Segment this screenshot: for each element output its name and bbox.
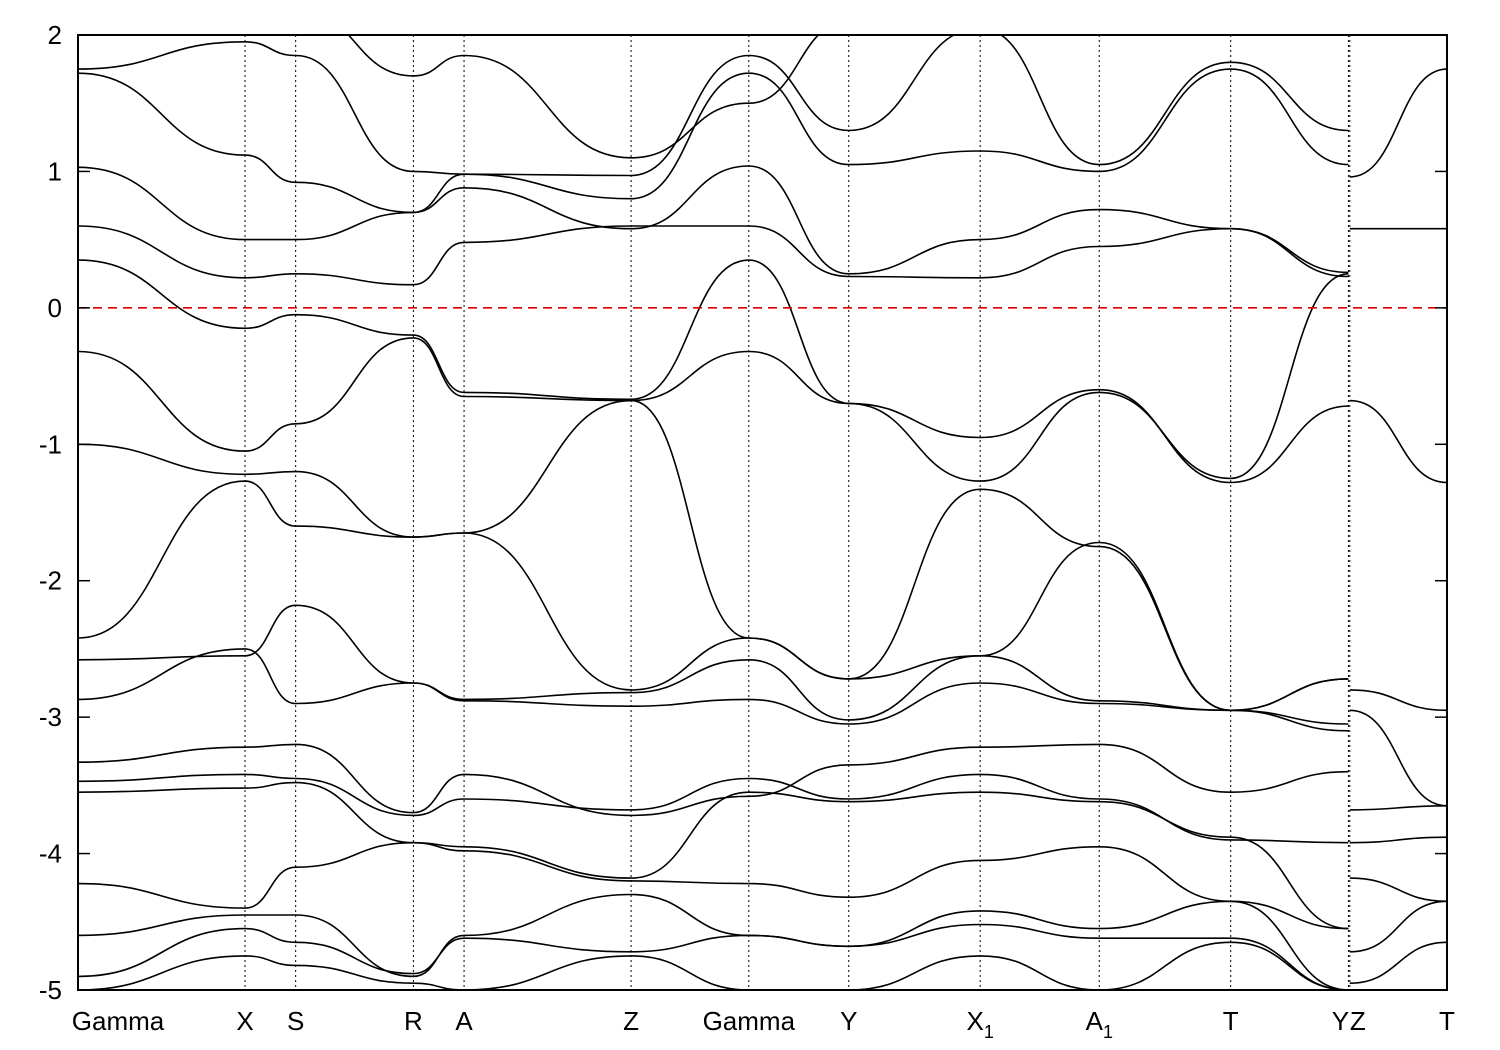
band-1-4: [1349, 709, 1447, 807]
band-1-6: [1349, 836, 1447, 844]
x-tick-label: Y: [1332, 1006, 1349, 1036]
high-symmetry-lines: [244, 35, 1351, 990]
x-axis: Gamma X S R A Z Gamma Y X1 A1 T Y Z T: [72, 1006, 1455, 1042]
band-0-7: [78, 399, 1349, 712]
band-0-10: [78, 648, 1349, 732]
band-lines: [78, 35, 1447, 990]
x-tick-label: X: [236, 1006, 253, 1036]
plot-frame: [77, 34, 1448, 991]
band-0-2: [78, 68, 1349, 214]
x-tick-label: Z: [623, 1006, 639, 1036]
band-0-11: [78, 743, 1349, 817]
band-0-8: [78, 480, 1349, 712]
y-tick-label: 1: [48, 156, 62, 186]
x-tick-label: R: [404, 1006, 423, 1036]
band-0-12: [78, 773, 1349, 844]
band-0-17: [78, 941, 1349, 990]
band-0-6: [78, 273, 1349, 482]
band-0-14: [78, 841, 1349, 930]
x-tick-label: Y: [840, 1006, 857, 1036]
band-1-0: [1349, 68, 1447, 178]
y-tick-label: -2: [39, 566, 62, 596]
band-1-2: [1349, 399, 1447, 484]
y-tick-label: -1: [39, 429, 62, 459]
band-0-4: [78, 225, 1349, 286]
x-tick-label: T: [1439, 1006, 1455, 1036]
x-tick-label: S: [287, 1006, 304, 1036]
band-0-13: [78, 781, 1349, 930]
y-tick-label: -3: [39, 702, 62, 732]
band-1-8: [1349, 900, 1447, 953]
x-tick-label: X1: [966, 1006, 993, 1042]
y-axis: -5 -4 -3 -2 -1 0 1 2: [39, 20, 1447, 1005]
band-0-5: [78, 259, 1349, 484]
x-tick-label: Z: [1350, 1006, 1366, 1036]
band-1-7: [1349, 877, 1447, 903]
band-0-16: [78, 923, 1349, 990]
x-tick-label: A1: [1086, 1006, 1113, 1042]
x-tick-label: A: [455, 1006, 473, 1036]
band-0-9: [78, 604, 1349, 725]
y-tick-label: 0: [48, 293, 62, 323]
band-1-5: [1349, 805, 1447, 811]
x-tick-label: Gamma: [703, 1006, 796, 1036]
band-0-15: [78, 893, 1349, 990]
x-tick-label: Gamma: [72, 1006, 165, 1036]
x-tick-label: T: [1223, 1006, 1239, 1036]
band-1-9: [1349, 941, 1447, 984]
band-0-1: [78, 35, 1349, 177]
y-tick-label: -4: [39, 839, 62, 869]
band-0-3: [78, 165, 1349, 275]
band-1-3: [1349, 689, 1447, 712]
band-0-0: [347, 35, 1253, 159]
y-tick-label: -5: [39, 975, 62, 1005]
y-tick-label: 2: [48, 20, 62, 50]
